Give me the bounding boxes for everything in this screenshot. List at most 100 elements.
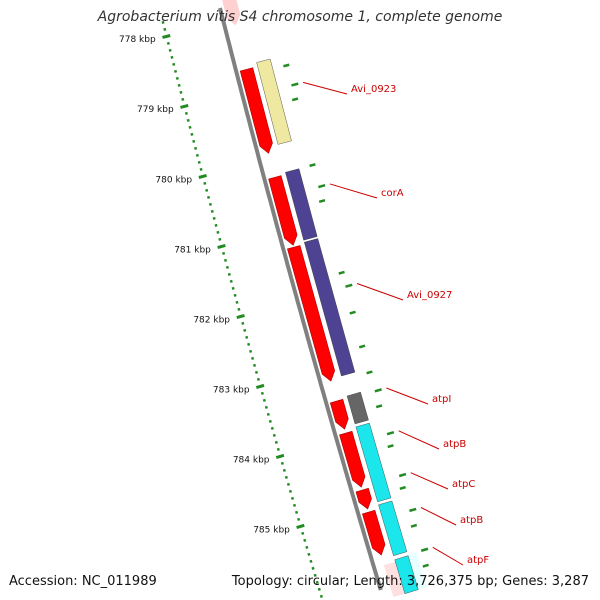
map-title: Agrobacterium vitis S4 chromosome 1, com… bbox=[97, 9, 503, 25]
ruler-minor-tick bbox=[179, 90, 183, 94]
cds-arrow bbox=[329, 398, 349, 430]
label-leader-line bbox=[386, 387, 429, 405]
ruler-major-tick bbox=[180, 104, 189, 109]
ruler-major-tick bbox=[198, 173, 207, 179]
ruler-minor-tick bbox=[243, 328, 247, 332]
ruler-minor-tick bbox=[272, 433, 276, 437]
ruler-minor-tick bbox=[166, 41, 170, 45]
ruler-minor-tick bbox=[203, 181, 207, 185]
ruler-minor-tick bbox=[307, 552, 311, 556]
ruler-tick-label: 780 kbp bbox=[155, 175, 192, 185]
ruler-tick-label: 784 kbp bbox=[233, 456, 270, 466]
feature-tick bbox=[345, 283, 353, 288]
ruler-minor-tick bbox=[274, 440, 278, 444]
ruler-minor-tick bbox=[229, 279, 233, 283]
feature-tick bbox=[291, 82, 299, 87]
ruler-minor-tick bbox=[225, 265, 229, 269]
ruler-minor-tick bbox=[186, 118, 190, 122]
outer-minor-tick bbox=[291, 97, 299, 102]
label-leader-line bbox=[356, 283, 404, 301]
ruler-minor-tick bbox=[161, 20, 165, 24]
ruler-minor-tick bbox=[177, 83, 181, 87]
gene-label: Avi_0923 bbox=[351, 84, 396, 95]
ruler-minor-tick bbox=[174, 69, 178, 73]
gene-feature bbox=[304, 238, 356, 377]
ruler-minor-tick bbox=[222, 251, 226, 255]
ruler-minor-tick bbox=[168, 48, 172, 52]
ruler-minor-tick bbox=[305, 545, 309, 549]
ruler-major-tick bbox=[162, 34, 171, 39]
feature-tick bbox=[420, 547, 429, 552]
cds-arrow bbox=[287, 245, 336, 382]
label-leader-line bbox=[432, 546, 464, 566]
gene-label: atpC bbox=[452, 479, 475, 490]
label-leader-line bbox=[420, 507, 457, 526]
ruler-minor-tick bbox=[309, 559, 313, 563]
cds-arrow bbox=[268, 175, 298, 246]
ruler-minor-tick bbox=[290, 496, 295, 500]
ruler-minor-tick bbox=[184, 111, 188, 115]
feature-tick bbox=[318, 184, 326, 189]
outer-minor-tick bbox=[349, 310, 356, 315]
gene-label: atpI bbox=[432, 394, 451, 405]
ruler-major-tick bbox=[217, 243, 226, 249]
ruler-minor-tick bbox=[276, 447, 280, 451]
cds-arrow bbox=[239, 67, 273, 154]
ruler-tick-label: 779 kbp bbox=[137, 105, 174, 115]
ruler-minor-tick bbox=[210, 209, 214, 213]
accession-label: Accession: NC_011989 bbox=[9, 574, 157, 589]
ruler-minor-tick bbox=[247, 342, 251, 346]
ruler-minor-tick bbox=[313, 573, 317, 577]
outer-minor-tick bbox=[422, 563, 429, 568]
label-leader-line bbox=[302, 81, 348, 95]
feature-tick bbox=[398, 472, 407, 478]
ruler-minor-tick bbox=[190, 132, 194, 136]
label-leader-line bbox=[329, 183, 378, 199]
ruler-minor-tick bbox=[252, 363, 257, 367]
ruler-minor-tick bbox=[292, 503, 297, 507]
gene-label: atpF bbox=[467, 555, 489, 566]
outer-minor-tick bbox=[318, 199, 326, 203]
gene-feature bbox=[346, 391, 369, 425]
ruler-minor-tick bbox=[315, 580, 319, 584]
ruler-minor-tick bbox=[233, 293, 237, 297]
ruler-major-tick bbox=[236, 313, 245, 319]
ruler-minor-tick bbox=[311, 566, 315, 570]
genome-summary: Topology: circular; Length: 3,726,375 bp… bbox=[231, 574, 589, 589]
gene-feature bbox=[378, 500, 408, 556]
outer-minor-tick bbox=[399, 485, 406, 491]
ruler-minor-tick bbox=[214, 223, 218, 227]
ruler-minor-tick bbox=[216, 230, 220, 234]
outer-minor-tick bbox=[283, 63, 290, 68]
outer-minor-tick bbox=[309, 163, 316, 168]
ruler-minor-tick bbox=[303, 538, 307, 542]
partial-cds-shadow bbox=[383, 561, 407, 598]
outer-minor-tick bbox=[338, 270, 345, 275]
ruler-minor-tick bbox=[195, 153, 199, 157]
ruler-minor-tick bbox=[288, 489, 293, 493]
gene-label: corA bbox=[381, 188, 404, 199]
ruler-tick-label: 778 kbp bbox=[119, 35, 156, 45]
ruler-tick-label: 783 kbp bbox=[213, 385, 250, 395]
outer-minor-tick bbox=[387, 444, 394, 449]
outer-minor-tick bbox=[366, 370, 373, 375]
ruler-minor-tick bbox=[175, 76, 179, 80]
gene-label: Avi_0927 bbox=[407, 290, 452, 301]
ruler-minor-tick bbox=[284, 475, 288, 479]
ruler-minor-tick bbox=[237, 307, 241, 311]
ruler-minor-tick bbox=[301, 531, 305, 535]
ruler-minor-tick bbox=[205, 188, 209, 192]
ruler-minor-tick bbox=[256, 377, 260, 381]
gene-label: atpB bbox=[460, 515, 483, 526]
outer-minor-tick bbox=[358, 344, 366, 349]
ruler-minor-tick bbox=[181, 97, 185, 101]
ruler-tick-label: 781 kbp bbox=[174, 245, 211, 255]
ruler-minor-tick bbox=[208, 202, 212, 206]
ruler-tick-label: 785 kbp bbox=[253, 526, 290, 536]
ruler-minor-tick bbox=[262, 398, 266, 402]
feature-tick bbox=[386, 431, 395, 436]
ruler-minor-tick bbox=[170, 55, 174, 59]
gene-feature bbox=[355, 422, 392, 503]
ruler-minor-tick bbox=[251, 356, 255, 360]
